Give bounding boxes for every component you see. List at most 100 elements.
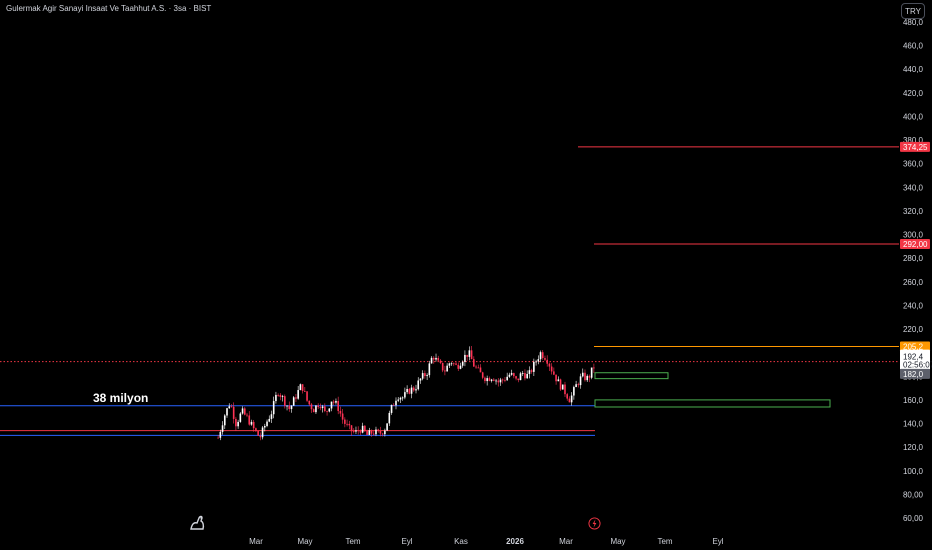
lightning-icon[interactable] xyxy=(588,517,601,530)
y-tick-label: 80,00 xyxy=(903,490,924,499)
candle-body xyxy=(584,372,586,381)
candle-body xyxy=(484,377,486,382)
candle-body xyxy=(564,384,566,395)
candle-body xyxy=(395,400,397,406)
y-tick-label: 240,0 xyxy=(903,301,924,310)
candle-body xyxy=(306,391,308,401)
y-tick-label: 60,00 xyxy=(903,514,924,523)
candle-body xyxy=(241,408,244,414)
volume-annotation: 38 milyon xyxy=(93,391,148,405)
candle-body xyxy=(217,437,219,439)
candle-body xyxy=(228,406,231,409)
candle-body xyxy=(335,401,337,403)
x-tick-label: May xyxy=(610,537,625,546)
candle-body xyxy=(308,400,311,405)
candle-body xyxy=(499,379,502,383)
candle-body xyxy=(590,367,593,378)
candle-body xyxy=(304,390,306,392)
candle-body xyxy=(392,404,395,406)
candle-body xyxy=(430,357,433,364)
candle-body xyxy=(401,397,404,399)
candle-body xyxy=(290,405,293,410)
candle-body xyxy=(381,433,384,435)
price-axis: 60,0080,00100,0120,0140,0160,0180,0200,0… xyxy=(903,18,924,523)
candle-body xyxy=(470,350,473,360)
candle-body xyxy=(573,387,575,396)
candle-body xyxy=(235,418,237,427)
candle-body xyxy=(355,430,357,432)
candle-body xyxy=(255,428,257,431)
candle-body xyxy=(459,365,462,369)
candle-body xyxy=(246,414,248,416)
x-tick-label: Mar xyxy=(559,537,573,546)
tradingview-logo-icon[interactable] xyxy=(188,512,208,532)
candle-body xyxy=(568,398,571,403)
candle-body xyxy=(286,405,288,407)
candle-body xyxy=(397,399,400,401)
candle-body xyxy=(432,357,435,360)
candle-body xyxy=(486,378,488,382)
currency-button[interactable]: TRY xyxy=(901,3,925,19)
candle-body xyxy=(426,375,428,377)
candle-body xyxy=(272,401,275,415)
chart-title: Gulermak Agir Sanayi Insaat Ve Taahhut A… xyxy=(6,4,212,13)
candle-body xyxy=(223,415,226,426)
candle-body xyxy=(544,358,546,360)
candle-body xyxy=(406,388,408,393)
y-tick-label: 120,0 xyxy=(903,443,924,452)
x-tick-label: Mar xyxy=(249,537,263,546)
candle-body xyxy=(519,373,522,381)
candle-body xyxy=(243,408,246,415)
candle-body xyxy=(446,365,448,372)
candle-body xyxy=(424,373,426,377)
candle-body xyxy=(319,407,322,409)
candle-body xyxy=(390,404,393,413)
candle-body xyxy=(384,430,386,435)
candle-body xyxy=(357,430,360,432)
candle-body xyxy=(490,379,493,381)
candle-body xyxy=(359,431,362,433)
price-tag-countdown: 02:56:07 xyxy=(903,361,932,370)
candle-body xyxy=(237,421,239,427)
candle-body xyxy=(339,410,342,414)
candle-body xyxy=(473,359,475,367)
x-tick-label: Eyl xyxy=(712,537,723,546)
candle-body xyxy=(312,409,315,413)
candle-body xyxy=(495,380,497,382)
price-tag xyxy=(900,141,930,152)
candle-body xyxy=(399,397,402,400)
candle-body xyxy=(299,384,302,391)
x-tick-label: 2026 xyxy=(506,537,524,546)
candle-body xyxy=(501,379,504,381)
candle-body xyxy=(553,371,555,375)
candle-body xyxy=(375,429,377,435)
candle-body xyxy=(250,421,253,425)
candle-body xyxy=(321,406,324,409)
y-tick-label: 440,0 xyxy=(903,65,924,74)
price-tag-label: 374,25 xyxy=(903,143,928,152)
candle-body xyxy=(252,421,255,429)
candle-body xyxy=(259,435,262,438)
candle-body xyxy=(575,384,577,388)
candle-body xyxy=(448,363,451,366)
candle-body xyxy=(410,387,413,394)
candle-body xyxy=(239,413,242,422)
x-tick-label: Tem xyxy=(345,537,360,546)
candle-body xyxy=(417,380,420,390)
candle-body xyxy=(593,367,595,369)
candle-body xyxy=(497,380,500,383)
candle-body xyxy=(515,376,517,379)
price-tag xyxy=(900,349,930,370)
candle-body xyxy=(361,425,364,433)
x-tick-label: Eyl xyxy=(401,537,412,546)
candle-body xyxy=(450,363,453,365)
candle-body xyxy=(277,394,279,396)
candle-body xyxy=(541,352,544,359)
candle-body xyxy=(559,379,562,390)
candle-body xyxy=(557,379,560,382)
y-tick-label: 380,0 xyxy=(903,136,924,145)
zone-box xyxy=(594,372,669,380)
y-tick-label: 280,0 xyxy=(903,254,924,263)
candle-body xyxy=(368,430,371,435)
